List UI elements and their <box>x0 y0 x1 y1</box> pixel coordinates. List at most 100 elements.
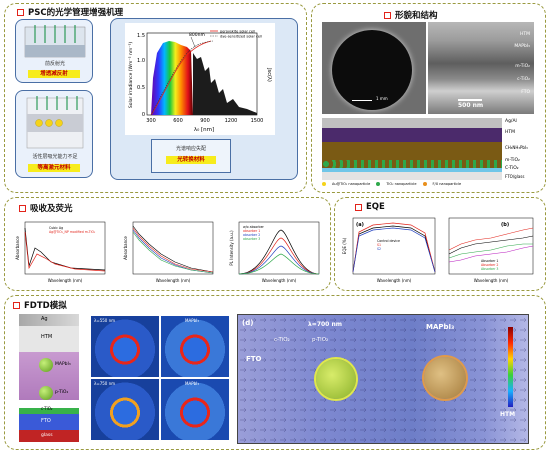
field-map: λ=750 nm <box>91 379 159 440</box>
layer-perovskite <box>322 142 502 164</box>
y-axis-label: Solar irradiance (Wm⁻² nm⁻¹) <box>128 42 134 109</box>
cross-section-image: 500 nm HTM MAPbI₃ m-TiO₂ c-TiO₂ FTO <box>428 22 534 114</box>
absorbance-chart-1: Wavelength (nm) Absorbance Cubic Ag Ag@T… <box>15 221 106 283</box>
big-tag: (d) <box>242 319 254 327</box>
spectrum-label: 光转换材料 <box>166 156 216 164</box>
x-axis-label: Wavelength (nm) <box>474 278 509 283</box>
schematic-label: Ag/Al <box>505 119 517 124</box>
spectrum-area-ir <box>193 53 257 115</box>
panel-title-text: EQE <box>366 202 385 212</box>
panel-morphology: 形貌和结构 1 mm 500 nm HTM MAPbI₃ m-TiO₂ c-Ti… <box>311 3 546 193</box>
colorbar <box>508 327 513 407</box>
cross-scale-bar <box>458 99 482 101</box>
panel-title-text: 形貌和结构 <box>395 11 438 21</box>
series-ag-tio2 <box>24 231 106 272</box>
panel-eqe: EQE (a) Control device S1 S2 Wavelength … <box>334 197 546 291</box>
series-pl-1 <box>238 237 320 275</box>
series-absorber-3 <box>448 243 533 259</box>
title-marker-icon <box>384 11 391 19</box>
pl-intensity-chart: w/o absorber absorber 1 absorber 2 absor… <box>229 221 320 283</box>
legend-au: Au@TiO₂ nanoparticle <box>332 182 371 186</box>
light-arrows-2 <box>36 96 78 110</box>
big-label: MAPbI₃ <box>426 323 455 331</box>
y-tick: 1.0 <box>137 58 145 64</box>
jsc-curve-red <box>150 40 212 116</box>
stack-label: Ag <box>41 316 48 322</box>
stack-label: FTO <box>41 418 51 424</box>
field-map: MAPbI₃ <box>161 379 229 440</box>
title-marker-icon <box>19 204 26 212</box>
big-particle-right <box>424 357 466 399</box>
legend-item: Absorber 1 <box>481 259 498 263</box>
field-map: MAPbI₃ <box>161 316 229 377</box>
field-tag: MAPbI₃ <box>185 381 199 386</box>
panel-absorption: 吸收及荧光 Wavelength (nm) Absorbance Cubic A… <box>4 197 331 291</box>
big-label: HTM <box>500 411 516 418</box>
cross-layer-label: MAPbI₃ <box>514 44 530 49</box>
field-map: λ=550 nm <box>91 316 159 377</box>
cross-layer-label: m-TiO₂ <box>515 64 530 69</box>
schematic-label: C-TiO₂ <box>505 166 519 171</box>
box2-caption: 活性层吸光能力不足 <box>32 154 78 160</box>
stack-label: c-TiO₂ <box>41 406 53 411</box>
y-axis-label: Absorbance <box>123 236 128 260</box>
y-tick: 0 <box>142 112 145 118</box>
x-tick: 300 <box>146 118 156 124</box>
vector-arrows <box>238 315 528 443</box>
legend-tio2: TiO₂ nanoparticle <box>386 182 417 186</box>
legend-item: Ag@TiO₂_NP modified m-TiO₂ <box>49 230 96 234</box>
title-marker-icon <box>13 301 20 309</box>
field-tag: MAPbI₃ <box>185 318 199 323</box>
big-wavelength: λ=700 nm <box>308 321 342 328</box>
legend-item: S2 <box>377 247 381 251</box>
x-tick: 1500 <box>251 118 264 124</box>
y-axis-label: EQE (%) <box>342 237 347 254</box>
y-axis-label: Absorbance <box>15 236 20 260</box>
series-pl-0 <box>238 229 320 275</box>
title-marker-icon <box>17 8 24 16</box>
light-arrows <box>34 25 76 43</box>
stack-ag <box>19 314 79 326</box>
legend-tio2-icon <box>376 182 381 186</box>
schematic-label: HTM <box>505 130 516 135</box>
cross-layer-label: FTO <box>521 90 530 95</box>
schematic-label: m-TiO₂ <box>505 158 520 163</box>
x-ticks: 300 600 900 1200 1500 <box>146 118 263 124</box>
x-axis-label: λ₀ [nm] <box>194 127 214 133</box>
stack-fto <box>19 414 79 430</box>
sem-particle <box>332 30 412 110</box>
series-pl-3 <box>238 253 320 275</box>
field-map-grid: λ=550 nm MAPbI₃ λ=750 nm MAPbI₃ <box>91 316 229 440</box>
stack-label: glass <box>41 433 53 438</box>
device-schematic: Ag/Al HTM CH₃NH₃PbI₃ m-TiO₂ C-TiO₂ FTO/g… <box>322 118 534 188</box>
eqe-chart-b: (b) Absorber 1 Absorber 2 Absorber 3 Wav… <box>448 217 534 283</box>
big-label: p-TiO₂ <box>312 337 329 343</box>
panel-title: 形貌和结构 <box>384 9 438 21</box>
legend-item: absorber 2 <box>243 233 260 237</box>
series-s2 <box>352 227 436 273</box>
legend-item: absorber 1 <box>243 229 260 233</box>
stack-label: MAPbI₃ <box>55 362 71 367</box>
eqe-chart-a: (a) Control device S1 S2 Wavelength (nm)… <box>342 217 436 283</box>
legend-item: w/o absorber <box>243 225 265 229</box>
panel-optical-mechanism: PSC的光学管理增强机理 前反射光 增透减反射 <box>4 3 307 193</box>
panel-title-text: 吸收及荧光 <box>30 204 73 214</box>
spectrum-box: 800nm perovskite solar cell dye-sensitiz… <box>110 18 298 180</box>
series-s1 <box>352 222 436 273</box>
big-label: c-TiO₂ <box>274 337 290 343</box>
series-absorber-d <box>132 231 214 274</box>
big-label: FTO <box>246 355 262 363</box>
layer-ctio2 <box>322 168 502 172</box>
schematic-legend: Au@TiO₂ nanoparticle TiO₂ nanoparticle F… <box>322 180 502 188</box>
legend-fx-icon <box>422 182 427 186</box>
spectrum-caption-box: 光谱响应失配 光转换材料 <box>151 139 231 173</box>
series-absorber-2 <box>448 227 534 251</box>
stack-ctio2 <box>19 408 79 414</box>
schematic-label: CH₃NH₃PbI₃ <box>505 145 528 150</box>
chart-tag: (b) <box>501 222 509 228</box>
series-absorber-b <box>132 227 214 273</box>
panel-title-text: FDTD模拟 <box>24 301 67 311</box>
y-tick: 1.5 <box>137 33 145 39</box>
legend-item: Absorber 2 <box>481 263 498 267</box>
antireflection-box: 前反射光 增透减反射 <box>15 19 93 83</box>
